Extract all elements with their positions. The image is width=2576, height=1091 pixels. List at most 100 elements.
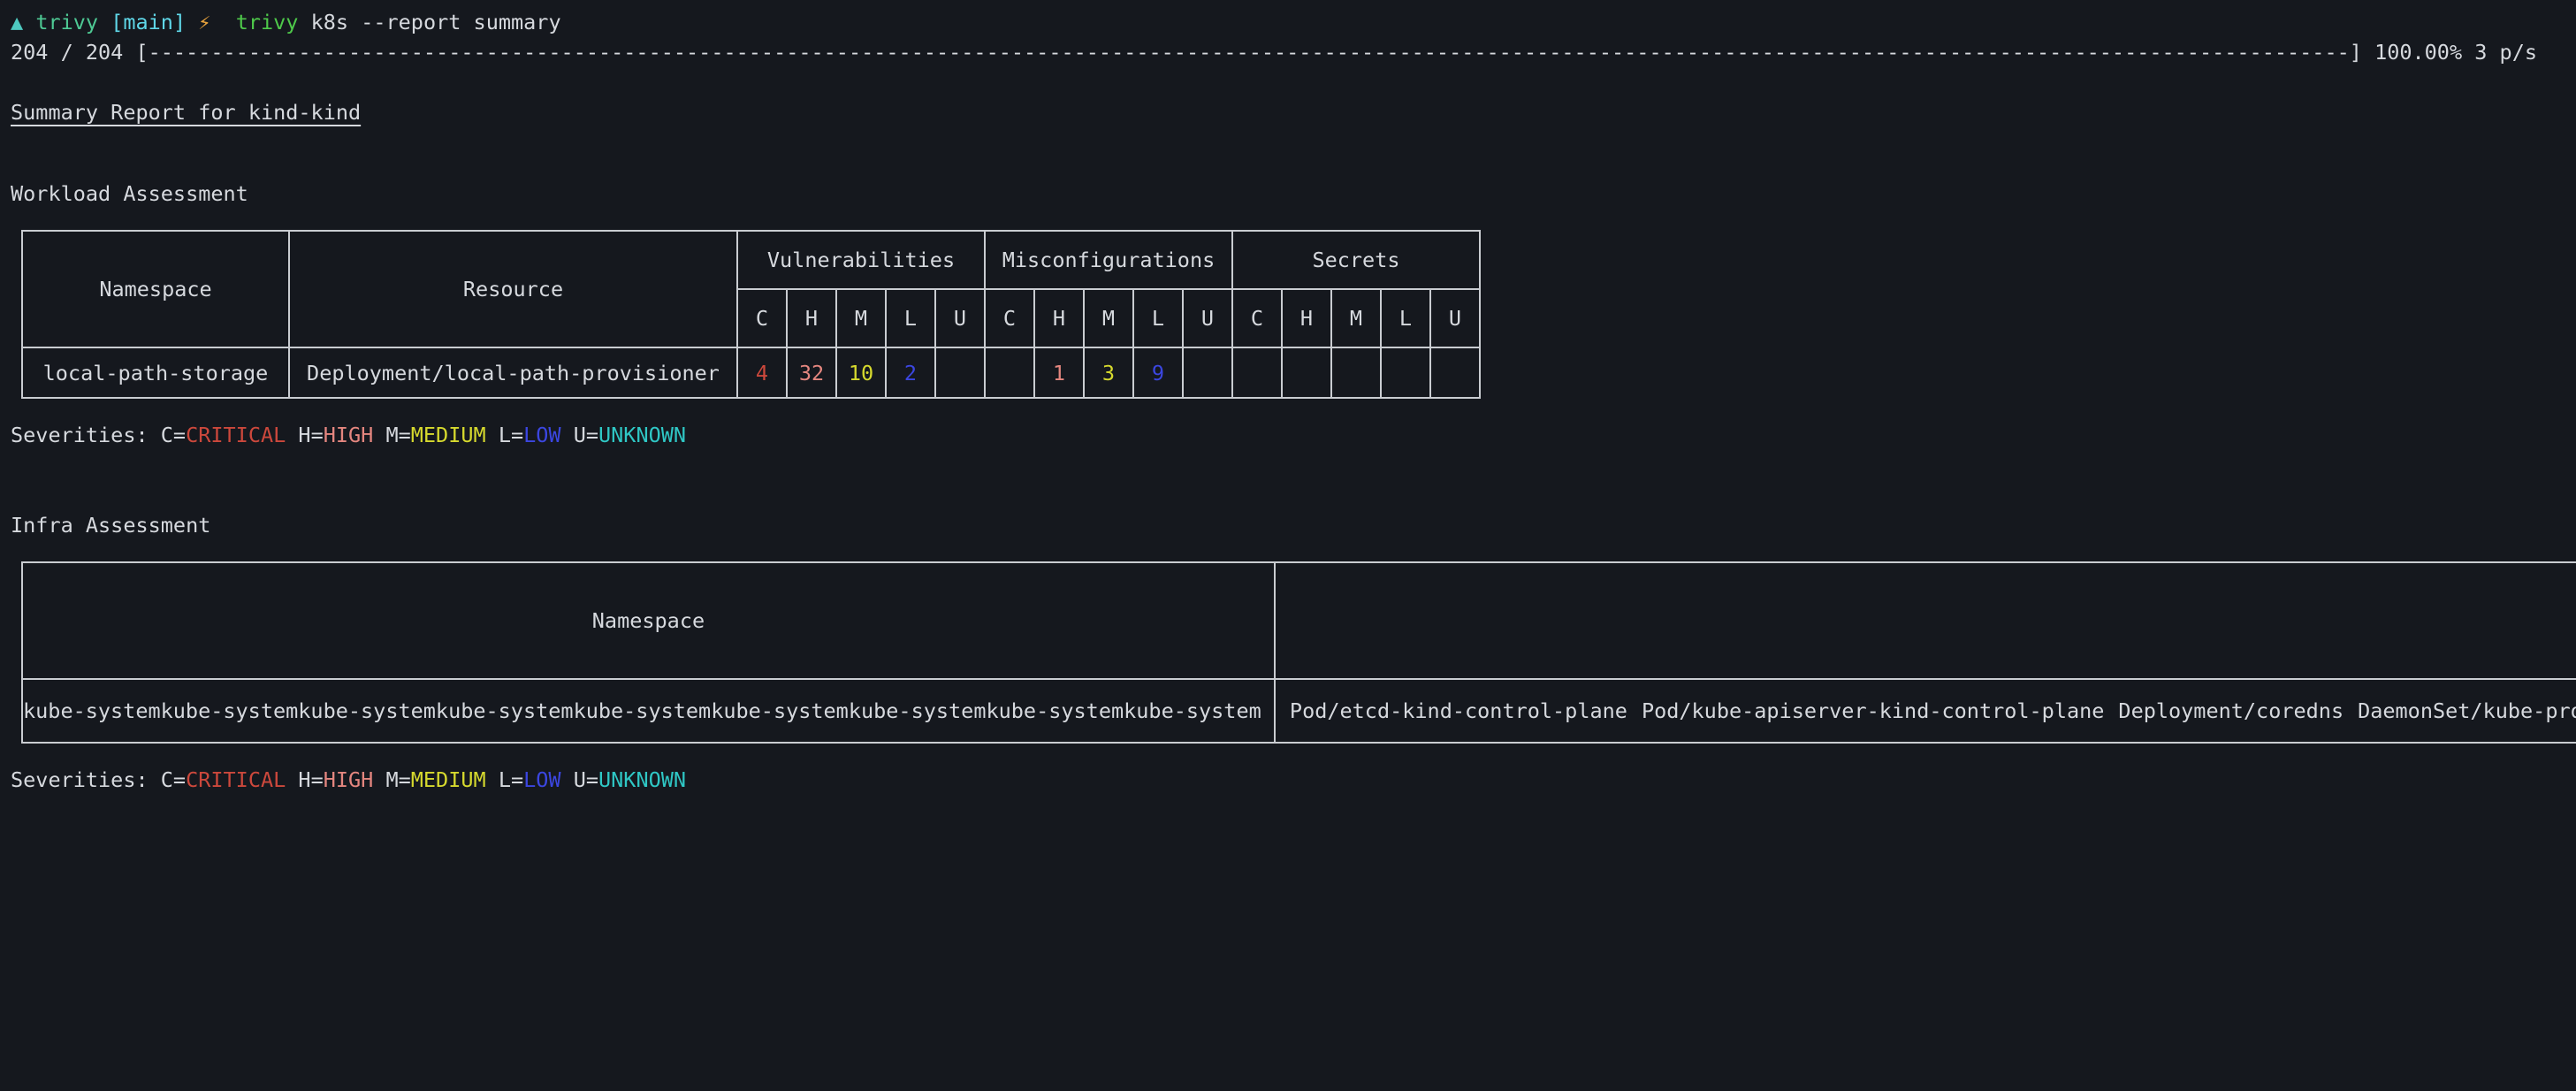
infra-cell-resource: Pod/kube-apiserver-kind-control-plane <box>1641 698 2105 723</box>
spacer <box>11 127 2576 157</box>
legend-value-low: LOW <box>523 423 561 447</box>
infra-severity-legend: Severities: C=CRITICAL H=HIGH M=MEDIUM L… <box>11 765 2576 795</box>
workload-secrets-col-l: L <box>1380 288 1431 348</box>
legend-value-unknown: UNKNOWN <box>598 423 687 447</box>
workload-vuln-col-h: H <box>786 288 837 348</box>
legend-value-critical: CRITICAL <box>186 423 286 447</box>
spacer <box>11 399 2576 420</box>
workload-vuln-col-u: U <box>934 288 986 348</box>
workload-cell-vuln-c: 4 <box>736 347 788 399</box>
infra-table-head: Namespace Resource Vulnerabilities Misco… <box>21 561 2576 680</box>
prompt-arrow-icon: ▲ <box>11 10 24 34</box>
workload-cell-misconf-c <box>984 347 1035 399</box>
infra-resource-stack: Pod/etcd-kind-control-plane Pod/kube-apis… <box>1276 680 2576 742</box>
infra-stacked-row: kube-systemkube-systemkube-systemkube-sy… <box>21 678 2576 744</box>
infra-cell-resource: DaemonSet/kube-proxy <box>2358 698 2576 723</box>
progress-close-bracket: ] <box>2349 40 2362 65</box>
legend-value-medium: MEDIUM <box>410 423 486 447</box>
workload-header-secrets: Secrets <box>1231 230 1481 290</box>
workload-table-body: local-path-storage Deployment/local-path… <box>21 347 1481 399</box>
legend-key-h: H= <box>298 767 324 792</box>
infra-table-body: kube-systemkube-systemkube-systemkube-sy… <box>21 678 2576 744</box>
lightning-bolt-icon: ⚡ <box>198 10 211 34</box>
progress-count: 204 / 204 <box>11 40 124 65</box>
legend-key-u: U= <box>573 423 599 447</box>
spacer <box>11 480 2576 510</box>
legend-value-low: LOW <box>523 767 561 792</box>
shell-prompt-line: ▲ trivy [main] ⚡ trivy k8s --report summ… <box>11 7 2576 37</box>
workload-secrets-col-c: C <box>1231 288 1283 348</box>
legend-value-medium: MEDIUM <box>410 767 486 792</box>
workload-cell-namespace: local-path-storage <box>21 347 290 399</box>
workload-secrets-col-u: U <box>1429 288 1481 348</box>
workload-secrets-col-h: H <box>1281 288 1332 348</box>
legend-key-l: L= <box>498 767 524 792</box>
infra-cell-namespace: kube-system <box>848 698 987 723</box>
legend-value-critical: CRITICAL <box>186 767 286 792</box>
workload-severity-legend: Severities: C=CRITICAL H=HIGH M=MEDIUM L… <box>11 420 2576 450</box>
legend-key-m: M= <box>385 423 411 447</box>
infra-cell-resource: Deployment/coredns <box>2118 698 2344 723</box>
spacer <box>11 744 2576 765</box>
workload-cell-secrets-c <box>1231 347 1283 399</box>
workload-section-title: Workload Assessment <box>11 181 248 206</box>
workload-vuln-col-l: L <box>885 288 936 348</box>
spacer <box>11 540 2576 561</box>
workload-misconf-col-h: H <box>1033 288 1085 348</box>
infra-cell-namespace: kube-system <box>573 698 712 723</box>
workload-cell-secrets-m <box>1330 347 1382 399</box>
workload-header-namespace: Namespace <box>21 230 290 348</box>
spacer <box>11 157 2576 179</box>
progress-open-bracket: [ <box>135 40 149 65</box>
workload-cell-secrets-u <box>1429 347 1481 399</box>
spacer <box>11 450 2576 480</box>
prompt-repo-label: trivy <box>35 10 99 34</box>
legend-key-l: L= <box>498 423 524 447</box>
infra-cell-resource: Pod/etcd-kind-control-plane <box>1289 698 1627 723</box>
workload-misconf-col-m: M <box>1083 288 1134 348</box>
page-title: Summary Report for kind-kind <box>11 100 362 125</box>
workload-severity-header-row: C H M L U C H M L U C H M L U <box>22 288 1481 348</box>
infra-cell-namespace: kube-system <box>160 698 299 723</box>
workload-cell-vuln-u <box>934 347 986 399</box>
workload-vuln-col-c: C <box>736 288 788 348</box>
table-row: local-path-storage Deployment/local-path… <box>21 347 1481 399</box>
progress-bar: ----------------------------------------… <box>148 40 2350 65</box>
legend-value-high: HIGH <box>323 767 374 792</box>
progress-rate: 3 p/s <box>2474 40 2538 65</box>
infra-cell-namespace: kube-system <box>435 698 574 723</box>
progress-line: 204 / 204 [-----------------------------… <box>11 37 2576 67</box>
legend-value-high: HIGH <box>323 423 374 447</box>
terminal-window: ▲ trivy [main] ⚡ trivy k8s --report summ… <box>11 7 2576 795</box>
workload-cell-secrets-h <box>1281 347 1332 399</box>
workload-cell-resource: Deployment/local-path-provisioner <box>288 347 738 399</box>
infra-group-header-row: Namespace Resource Vulnerabilities Misco… <box>21 561 2576 680</box>
workload-cell-misconf-l: 9 <box>1132 347 1184 399</box>
infra-cell-namespace: kube-system <box>711 698 849 723</box>
legend-key-c: C= <box>160 767 187 792</box>
spacer <box>11 209 2576 230</box>
legend-key-h: H= <box>298 423 324 447</box>
infra-namespace-stack: kube-systemkube-systemkube-systemkube-sy… <box>23 680 1274 742</box>
workload-cell-vuln-m: 10 <box>835 347 887 399</box>
infra-cell-namespace: kube-system <box>298 698 436 723</box>
infra-cell-namespace: kube-system <box>986 698 1124 723</box>
infra-cell-namespace: kube-system <box>1124 698 1261 723</box>
prompt-branch-label: [main] <box>111 10 187 34</box>
legend-key-u: U= <box>573 767 599 792</box>
infra-section-title: Infra Assessment <box>11 513 211 538</box>
workload-table-head: Namespace Resource Vulnerabilities Misco… <box>21 230 1481 348</box>
workload-header-vulnerabilities: Vulnerabilities <box>736 230 986 290</box>
workload-group-header-row: Namespace Resource Vulnerabilities Misco… <box>21 230 1481 348</box>
progress-percent: 100.00% <box>2374 40 2463 65</box>
workload-cell-misconf-u <box>1182 347 1233 399</box>
workload-cell-misconf-h: 1 <box>1033 347 1085 399</box>
workload-misconf-col-u: U <box>1182 288 1233 348</box>
workload-header-resource: Resource <box>288 230 738 348</box>
workload-cell-vuln-l: 2 <box>885 347 936 399</box>
workload-secrets-col-m: M <box>1330 288 1382 348</box>
workload-misconf-col-c: C <box>984 288 1035 348</box>
workload-misconf-col-l: L <box>1132 288 1184 348</box>
workload-cell-vuln-h: 32 <box>786 347 837 399</box>
workload-assessment-table: Namespace Resource Vulnerabilities Misco… <box>21 230 1481 399</box>
